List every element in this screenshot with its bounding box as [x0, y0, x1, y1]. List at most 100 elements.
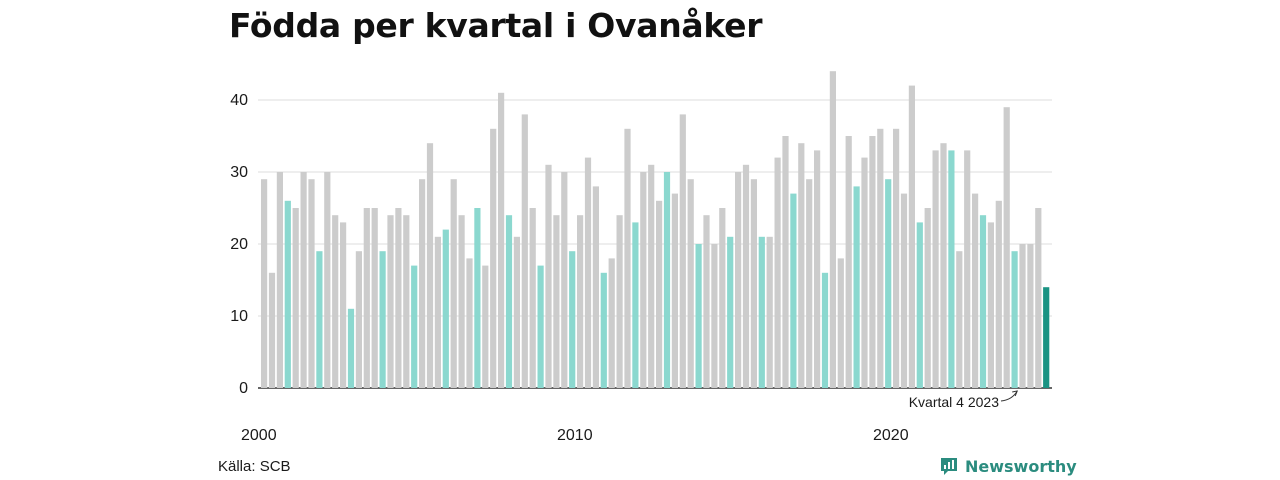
bar[interactable] — [727, 236, 734, 388]
bar[interactable] — [845, 136, 852, 388]
bar[interactable] — [498, 92, 505, 389]
bar[interactable] — [821, 272, 829, 388]
bar[interactable] — [687, 179, 694, 388]
bar[interactable] — [276, 172, 283, 388]
bar[interactable] — [355, 251, 362, 388]
bar[interactable] — [908, 85, 915, 388]
bar[interactable] — [363, 208, 370, 388]
bar[interactable] — [505, 215, 513, 388]
bar[interactable] — [1011, 251, 1018, 388]
bar[interactable] — [316, 251, 323, 388]
bar[interactable] — [600, 272, 607, 388]
bar[interactable] — [332, 215, 339, 388]
bar[interactable] — [814, 150, 821, 388]
bar[interactable] — [837, 258, 844, 388]
bar[interactable] — [584, 157, 592, 388]
bar[interactable] — [956, 251, 963, 388]
bar[interactable] — [466, 258, 473, 388]
bar[interactable] — [347, 308, 355, 388]
bar[interactable] — [624, 128, 631, 389]
bar[interactable] — [656, 200, 663, 388]
bar[interactable] — [529, 208, 536, 388]
bar[interactable] — [379, 251, 386, 388]
bar[interactable] — [482, 265, 489, 388]
bar[interactable] — [916, 222, 923, 388]
newsworthy-logo[interactable]: Newsworthy — [939, 456, 1077, 476]
bar[interactable] — [1003, 107, 1010, 388]
bar[interactable] — [663, 172, 671, 388]
bar[interactable] — [521, 114, 528, 389]
bar[interactable] — [1043, 287, 1050, 388]
bar[interactable] — [900, 193, 908, 388]
bar[interactable] — [766, 236, 773, 388]
bar[interactable] — [537, 265, 544, 388]
bar[interactable] — [340, 222, 347, 388]
bar[interactable] — [300, 172, 307, 388]
bar[interactable] — [616, 215, 623, 388]
bar[interactable] — [695, 244, 702, 388]
bar[interactable] — [324, 172, 331, 388]
bar[interactable] — [979, 215, 987, 388]
bar[interactable] — [403, 215, 410, 388]
bar[interactable] — [450, 179, 457, 388]
bar[interactable] — [592, 186, 599, 388]
bar[interactable] — [577, 215, 584, 388]
bar[interactable] — [853, 186, 860, 388]
bar[interactable] — [782, 136, 789, 388]
bar[interactable] — [426, 143, 434, 388]
bar[interactable] — [1035, 208, 1042, 388]
bar[interactable] — [829, 71, 836, 388]
bar[interactable] — [703, 215, 710, 388]
bar[interactable] — [632, 222, 639, 388]
bar[interactable] — [798, 143, 805, 388]
bar[interactable] — [877, 128, 884, 389]
bar[interactable] — [932, 150, 939, 388]
bar[interactable] — [371, 208, 378, 388]
bar[interactable] — [545, 164, 552, 388]
bar[interactable] — [434, 236, 441, 388]
bar[interactable] — [561, 172, 568, 388]
bar[interactable] — [758, 236, 765, 388]
bar[interactable] — [964, 150, 971, 388]
bar[interactable] — [735, 172, 742, 388]
bar[interactable] — [387, 215, 394, 388]
bar[interactable] — [711, 244, 718, 388]
bar[interactable] — [419, 179, 426, 388]
bar[interactable] — [987, 222, 994, 388]
bar[interactable] — [608, 258, 615, 388]
bar[interactable] — [490, 128, 497, 389]
bar[interactable] — [924, 208, 931, 388]
bar[interactable] — [395, 208, 402, 388]
bar[interactable] — [458, 215, 465, 388]
bar[interactable] — [806, 179, 813, 388]
bar[interactable] — [790, 193, 797, 388]
bar[interactable] — [284, 200, 291, 388]
bar[interactable] — [940, 143, 947, 388]
bar[interactable] — [885, 179, 892, 388]
bar[interactable] — [948, 150, 955, 388]
bar[interactable] — [513, 236, 520, 388]
bar[interactable] — [679, 114, 686, 389]
bar[interactable] — [719, 208, 726, 388]
bar[interactable] — [648, 164, 655, 388]
bar[interactable] — [640, 172, 647, 388]
bar[interactable] — [261, 179, 268, 388]
bar[interactable] — [1019, 244, 1026, 388]
bar[interactable] — [774, 157, 781, 388]
bar[interactable] — [861, 157, 868, 388]
bar[interactable] — [268, 272, 276, 388]
bar[interactable] — [553, 215, 560, 388]
bar[interactable] — [742, 164, 750, 388]
bar[interactable] — [1027, 244, 1034, 388]
bar[interactable] — [442, 229, 449, 388]
bar[interactable] — [750, 179, 757, 388]
bar[interactable] — [569, 251, 576, 388]
bar[interactable] — [411, 265, 418, 388]
bar[interactable] — [972, 193, 979, 388]
bar[interactable] — [671, 193, 678, 388]
bar[interactable] — [893, 128, 900, 389]
bar[interactable] — [995, 200, 1002, 388]
bar[interactable] — [474, 208, 481, 388]
bar[interactable] — [869, 136, 876, 388]
bar[interactable] — [292, 208, 299, 388]
